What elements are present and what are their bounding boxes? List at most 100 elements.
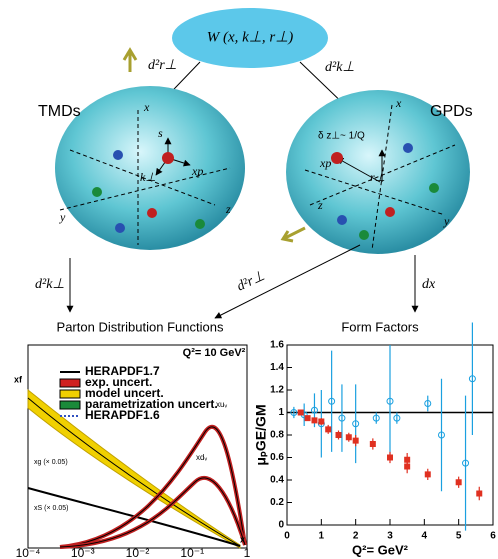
y-axis-label: μₚGE/GM bbox=[253, 404, 269, 465]
x-tick-label: 10⁻³ bbox=[71, 546, 95, 559]
data-point bbox=[352, 420, 360, 428]
axis-label: y bbox=[443, 214, 450, 228]
data-point bbox=[424, 471, 431, 478]
x-axis-label: Q²= GeV² bbox=[352, 542, 409, 557]
data-point bbox=[387, 454, 393, 461]
data-point bbox=[404, 463, 411, 470]
label: δ z⊥~ 1/Q bbox=[318, 131, 365, 142]
axis-label: z bbox=[225, 202, 231, 216]
arrow-label: dx bbox=[422, 277, 436, 292]
data-point bbox=[476, 490, 483, 497]
label: r⊥ bbox=[370, 170, 385, 184]
data-point bbox=[438, 431, 445, 439]
x-ticks: 10⁻⁴ 10⁻³ 10⁻² 10⁻¹ 1 bbox=[16, 546, 251, 559]
data-point bbox=[338, 414, 346, 422]
ff-title: Form Factors bbox=[341, 319, 419, 334]
axis-label: x bbox=[395, 96, 402, 110]
x-tick-label: 0 bbox=[284, 531, 290, 542]
data-point bbox=[352, 437, 359, 444]
curve bbox=[59, 477, 246, 548]
legend-swatch bbox=[59, 389, 81, 399]
arrow-label: d²k⊥ bbox=[35, 277, 65, 292]
data-point bbox=[328, 397, 336, 405]
data-point bbox=[393, 414, 401, 422]
pdf-title: Parton Distribution Functions bbox=[57, 319, 224, 334]
curve bbox=[27, 487, 241, 547]
x-tick-label: 1 bbox=[244, 546, 251, 559]
y-tick-label: 0.8 bbox=[270, 430, 284, 441]
curve-label: xg (× 0.05) bbox=[34, 459, 68, 466]
y-tick-label: 0.6 bbox=[270, 452, 284, 463]
data-point bbox=[386, 397, 394, 405]
tmd-sphere bbox=[55, 86, 245, 250]
top-label: W (x, k⊥, r⊥) bbox=[207, 29, 294, 45]
y-tick-label: 1.6 bbox=[270, 340, 284, 351]
y-tick-label: 1 bbox=[278, 407, 284, 418]
legend-label: model uncert. bbox=[85, 386, 164, 400]
tmd-axes bbox=[59, 110, 231, 245]
tmd-title: TMDs bbox=[38, 103, 81, 120]
x-axis-label: x bbox=[240, 534, 245, 544]
y-tick-label: 0.2 bbox=[270, 497, 284, 508]
curve bbox=[59, 426, 246, 548]
axis-label: y bbox=[59, 210, 66, 224]
legend-swatch bbox=[59, 400, 81, 410]
legend-label: exp. uncert. bbox=[85, 375, 152, 389]
yellow-arrow bbox=[122, 47, 138, 72]
legend-swatch bbox=[59, 378, 81, 388]
band bbox=[27, 388, 241, 549]
x-tick-label: 3 bbox=[387, 531, 393, 542]
arrow-label: d²r⊥ bbox=[235, 269, 267, 295]
data-point bbox=[325, 426, 332, 433]
x-tick-label: 1 bbox=[319, 531, 325, 542]
data-point bbox=[318, 418, 325, 425]
y-tick-label: 0 bbox=[278, 520, 284, 531]
data-point bbox=[372, 414, 380, 422]
x-tick-label: 5 bbox=[456, 531, 462, 542]
arrow bbox=[214, 244, 361, 319]
y-tick-label: 1.4 bbox=[270, 362, 284, 373]
arrow-label: d²k⊥ bbox=[325, 60, 355, 75]
x-tick-label: 10⁻⁴ bbox=[16, 546, 41, 559]
top-ellipse bbox=[172, 8, 328, 68]
curve-label: xdᵥ bbox=[196, 453, 207, 462]
quarks bbox=[92, 143, 439, 240]
gpd-title: GPDs bbox=[430, 103, 473, 120]
x-tick-label: 6 bbox=[490, 531, 496, 542]
ff-plot: 0 0.2 0.4 0.6 0.8 1 1.2 1.4 1.6 0 1 2 3 4 5 6 bbox=[270, 322, 496, 542]
vector bbox=[336, 157, 381, 183]
y-axis-label: xf bbox=[14, 374, 23, 384]
x-tick-label: 4 bbox=[422, 531, 428, 542]
curve-label: xuᵥ bbox=[216, 400, 227, 409]
label: xp bbox=[319, 156, 331, 170]
legend-label: HERAPDF1.6 bbox=[85, 408, 160, 422]
data-point bbox=[335, 432, 342, 438]
x-tick-label: 10⁻² bbox=[126, 546, 150, 559]
legend-label: parametrization uncert. bbox=[85, 397, 218, 411]
label: xp bbox=[191, 164, 203, 178]
scale-label: Q²= 10 GeV² bbox=[183, 347, 246, 359]
axis-label: z bbox=[317, 198, 323, 212]
curve bbox=[27, 397, 241, 547]
x-tick-label: 2 bbox=[353, 531, 359, 542]
x-tick-label: 10⁻¹ bbox=[180, 546, 204, 559]
data-point bbox=[290, 409, 298, 416]
data-point bbox=[345, 434, 352, 441]
data-point bbox=[311, 417, 318, 424]
data-point bbox=[304, 415, 311, 422]
data-point bbox=[455, 479, 462, 486]
yellow-arrow bbox=[280, 226, 306, 243]
label: k⊥ bbox=[140, 170, 156, 184]
gpd-sphere bbox=[286, 90, 470, 254]
data-point bbox=[468, 375, 476, 383]
data-point bbox=[297, 409, 304, 416]
curve-label: xS (× 0.05) bbox=[34, 505, 68, 512]
label: s bbox=[158, 126, 163, 140]
y-tick-label: 0.4 bbox=[270, 475, 284, 486]
axis-label: x bbox=[143, 100, 150, 114]
data-point bbox=[369, 441, 376, 447]
legend-label: HERAPDF1.7 bbox=[85, 364, 160, 378]
data-point bbox=[310, 406, 318, 414]
